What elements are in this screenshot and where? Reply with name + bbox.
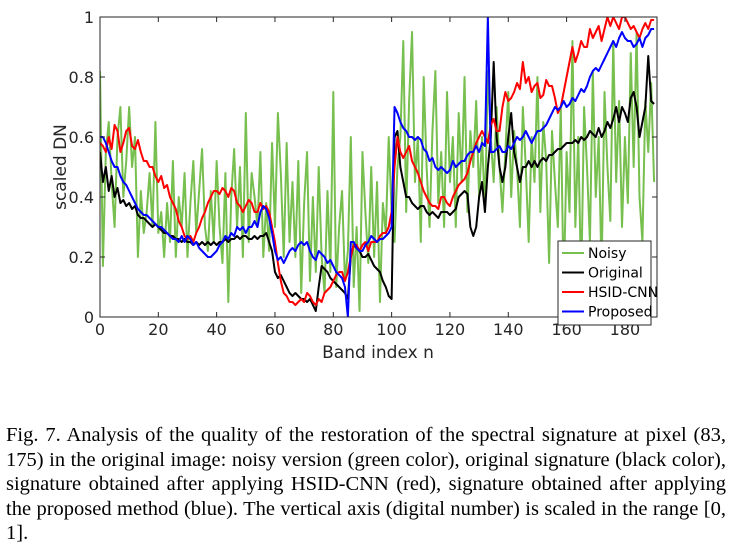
x-tick-label: 0 [95,320,105,339]
caption-line-2: at pixel (83, 175) in the original image… [6,424,726,471]
legend-label: Noisy [588,246,627,262]
x-tick-label: 140 [493,320,524,339]
caption-line-5: axis (digital number) is scaled in the r… [6,497,726,545]
x-tick-label: 20 [148,320,168,339]
caption-line-4: signature obtained after applying the pr… [6,473,726,520]
y-tick-label: 0.2 [69,248,94,267]
series-line-proposed [100,17,655,317]
legend-label: HSID-CNN [588,285,658,301]
y-tick-label: 0.6 [69,128,94,147]
x-tick-label: 80 [323,320,343,339]
x-tick-label: 40 [206,320,226,339]
x-tick-label: 100 [376,320,407,339]
figure-caption: Fig. 7. Analysis of the quality of the r… [6,423,726,546]
caption-line-3: signature (black color), signature obtai… [6,448,727,496]
y-axis-title: scaled DN [51,124,71,210]
legend-label: Proposed [588,305,652,321]
x-tick-label: 60 [265,320,285,339]
series-layer [100,17,656,317]
series-line-noisy [100,31,656,312]
caption-line-1: Fig. 7. Analysis of the quality of the r… [6,424,618,446]
y-tick-label: 0.8 [69,68,94,87]
legend: Noisy Original HSID-CNN Proposed [557,240,658,326]
x-axis-title: Band index n [322,343,434,363]
y-tick-label: 0.4 [69,188,94,207]
plot-frame [99,16,658,318]
y-tick-label: 0 [84,308,94,327]
y-tick-label: 1 [84,8,94,27]
x-tick-label: 120 [435,320,466,339]
legend-label: Original [588,266,643,282]
